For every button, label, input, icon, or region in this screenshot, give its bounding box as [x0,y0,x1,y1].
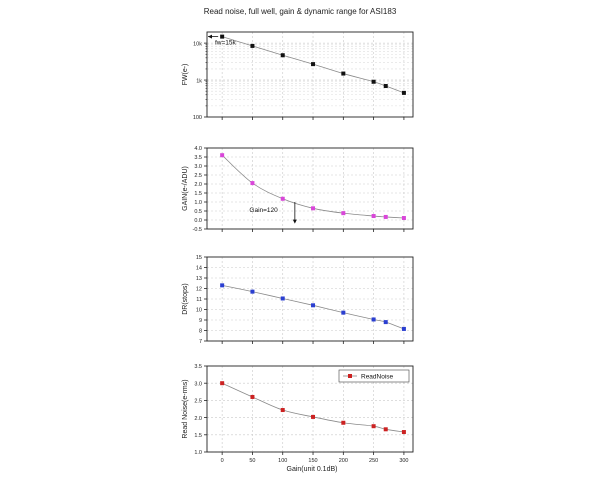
data-point [401,90,406,95]
data-point [280,296,285,301]
plot-frame [206,256,414,342]
data-point [383,84,388,89]
data-point [250,289,255,294]
y-axis-label: Read Noise(e-rms) [182,379,189,438]
y-axis-label: DR(stops) [182,283,189,315]
data-point [220,381,225,386]
annotation-arrowhead [292,219,297,224]
y-tick-label: 4.0 [194,146,202,152]
data-point [280,196,285,201]
data-point [311,62,316,67]
data-point [383,320,388,325]
y-tick-label: 1.5 [194,191,202,197]
y-tick-label: 7 [199,339,202,345]
data-point [311,206,316,211]
data-point [401,430,406,435]
data-point [383,214,388,219]
legend-label: ReadNoise [361,374,394,381]
data-point [311,303,316,308]
y-tick-label: 1.0 [194,450,202,456]
panel-3: 7 8 9 10 11 12 13 14 15 DR(stops) [182,255,414,345]
plot-frame [206,147,414,230]
data-point [341,71,346,76]
x-tick-label: 100 [278,458,287,464]
y-tick-label: 1.5 [194,433,202,439]
y-tick-label: 12 [196,287,202,293]
y-tick-label: 1.0 [194,200,202,206]
annotation-arrowhead [208,34,212,39]
data-point [371,214,376,219]
y-axis-label: GAIN(e-/ADU) [182,166,189,211]
y-tick-label: 15 [196,255,202,261]
data-point [341,211,346,216]
y-tick-label: 13 [196,276,202,282]
data-point [371,424,376,429]
data-point [371,79,376,84]
data-point [341,310,346,315]
y-tick-label: 8 [199,329,202,335]
data-point [401,326,406,331]
panel-1: 100 1k 10k FW(e-) fw=15k [182,31,414,121]
x-tick-label: 150 [308,458,317,464]
data-point [311,414,316,419]
data-point [250,181,255,186]
x-axis-label: Gain(unit 0.1dB) [286,466,338,473]
y-tick-label: 3.5 [194,155,202,161]
data-point [280,53,285,58]
y-tick-label: 9 [199,318,202,324]
x-tick-label: 250 [369,458,378,464]
x-tick-label: 200 [339,458,348,464]
data-point [250,43,255,48]
plot-frame [206,365,414,453]
legend-box [338,369,410,383]
legend: ReadNoise [338,369,410,383]
y-tick-label: 14 [196,266,202,272]
x-tick-label: 0 [221,458,224,464]
y-tick-label: 3.5 [194,364,202,370]
data-point [401,216,406,221]
panel-2: -0.5 0.0 0.5 1.0 1.5 2.0 2.5 3.0 3.5 4.0 GAIN(e-/A… [182,146,414,233]
plot-frame [206,31,414,118]
data-point [220,153,225,158]
data-point [250,394,255,399]
panel-4: 1.0 1.5 2.0 2.5 3.0 3.5 0 50 100 150 200 250 300 Read… [182,364,414,464]
data-point [220,283,225,288]
annotation-gain-label: Gain=120 [249,207,278,214]
legend-marker [348,374,352,378]
y-tick-label: 2.0 [194,416,202,422]
y-tick-label: 3.0 [194,381,202,387]
y-tick-label: 100 [193,115,202,121]
y-tick-label: 2.0 [194,182,202,188]
y-tick-label: 2.5 [194,399,202,405]
data-point [341,420,346,425]
data-point [371,317,376,322]
y-tick-label: 11 [196,297,202,303]
x-tick-label: 300 [399,458,408,464]
x-tick-label: 50 [249,458,255,464]
data-point [220,34,225,39]
y-tick-label: 0.0 [194,218,202,224]
annotation-fw-label: fw=15k [215,40,237,47]
y-tick-label: 3.0 [194,164,202,170]
chart-title: Read noise, full well, gain & dynamic ra… [203,7,397,16]
data-point [383,427,388,432]
data-point [280,408,285,413]
y-tick-label: 1k [196,78,202,84]
y-axis-label: FW(e-) [182,64,189,86]
y-tick-label: 10 [196,308,202,314]
y-tick-label: 10k [193,41,202,47]
y-tick-label: 2.5 [194,173,202,179]
y-tick-label: 0.5 [194,209,202,215]
y-tick-label: -0.5 [193,227,202,233]
